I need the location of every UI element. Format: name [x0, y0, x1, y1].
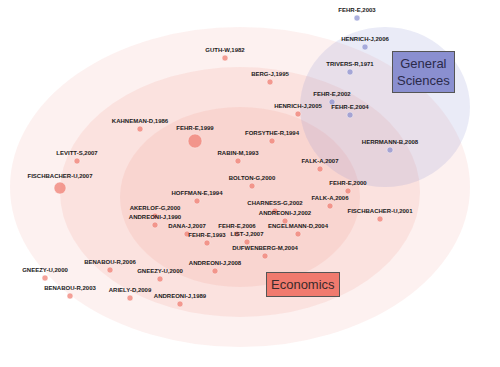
svg-text:HOFFMAN-E,1994: HOFFMAN-E,1994	[171, 190, 223, 196]
svg-text:ANDREONI-J,2002: ANDREONI-J,2002	[259, 210, 312, 216]
svg-text:FEHR-E,2004: FEHR-E,2004	[331, 104, 369, 110]
svg-text:FORSYTHE-R,1994: FORSYTHE-R,1994	[245, 130, 300, 136]
svg-text:FALK-A,2007: FALK-A,2007	[301, 158, 339, 164]
svg-text:KAHNEMAN-D,1986: KAHNEMAN-D,1986	[112, 118, 169, 124]
svg-text:ANDREONI-J,2008: ANDREONI-J,2008	[189, 260, 242, 266]
svg-text:FALK-A,2006: FALK-A,2006	[311, 195, 349, 201]
svg-text:ANDREONI-J,1989: ANDREONI-J,1989	[154, 293, 207, 299]
svg-text:FEHR-E,1999: FEHR-E,1999	[176, 125, 214, 131]
svg-text:HERRMANN-B,2008: HERRMANN-B,2008	[362, 139, 419, 145]
svg-text:GNEEZY-U,2000: GNEEZY-U,2000	[137, 268, 183, 274]
svg-text:TRIVERS-R,1971: TRIVERS-R,1971	[326, 61, 374, 67]
svg-text:BENABOU-R,2003: BENABOU-R,2003	[44, 285, 96, 291]
svg-text:FEHR-E,2003: FEHR-E,2003	[338, 7, 376, 13]
svg-text:BOLTON-G,2000: BOLTON-G,2000	[229, 175, 276, 181]
svg-text:ARIELY-D,2009: ARIELY-D,2009	[109, 287, 152, 293]
svg-text:DUFWENBERG-M,2004: DUFWENBERG-M,2004	[232, 245, 298, 251]
svg-text:LIST-J,2007: LIST-J,2007	[230, 231, 264, 237]
svg-text:RABIN-M,1993: RABIN-M,1993	[217, 150, 259, 156]
svg-text:ANDREONI-J,1990: ANDREONI-J,1990	[129, 214, 182, 220]
svg-text:GUTH-W,1982: GUTH-W,1982	[205, 47, 245, 53]
svg-text:Economics: Economics	[271, 277, 335, 292]
svg-text:GNEEZY-U,2000: GNEEZY-U,2000	[22, 267, 68, 273]
svg-text:GeneralSciences: GeneralSciences	[397, 56, 450, 88]
svg-text:HENRICH-J,2005: HENRICH-J,2005	[274, 103, 322, 109]
svg-text:LEVITT-S,2007: LEVITT-S,2007	[56, 150, 98, 156]
svg-text:BERG-J,1995: BERG-J,1995	[251, 71, 289, 77]
svg-text:CHARNESS-G,2002: CHARNESS-G,2002	[247, 200, 303, 206]
svg-text:DANA-J,2007: DANA-J,2007	[168, 223, 206, 229]
svg-text:FISCHBACHER-U,2001: FISCHBACHER-U,2001	[347, 208, 413, 214]
svg-text:ENGELMANN-D,2004: ENGELMANN-D,2004	[268, 223, 329, 229]
svg-text:FEHR-E,2002: FEHR-E,2002	[313, 91, 351, 97]
svg-text:BENABOU-R,2006: BENABOU-R,2006	[84, 259, 136, 265]
svg-text:FEHR-E,2000: FEHR-E,2000	[329, 180, 367, 186]
svg-text:AKERLOF-G,2000: AKERLOF-G,2000	[130, 205, 181, 211]
svg-text:FISCHBACHER-U,2007: FISCHBACHER-U,2007	[27, 173, 93, 179]
svg-text:HENRICH-J,2006: HENRICH-J,2006	[341, 36, 389, 42]
svg-text:FEHR-E,2006: FEHR-E,2006	[218, 223, 256, 229]
svg-text:FEHR-E,1993: FEHR-E,1993	[188, 232, 226, 238]
